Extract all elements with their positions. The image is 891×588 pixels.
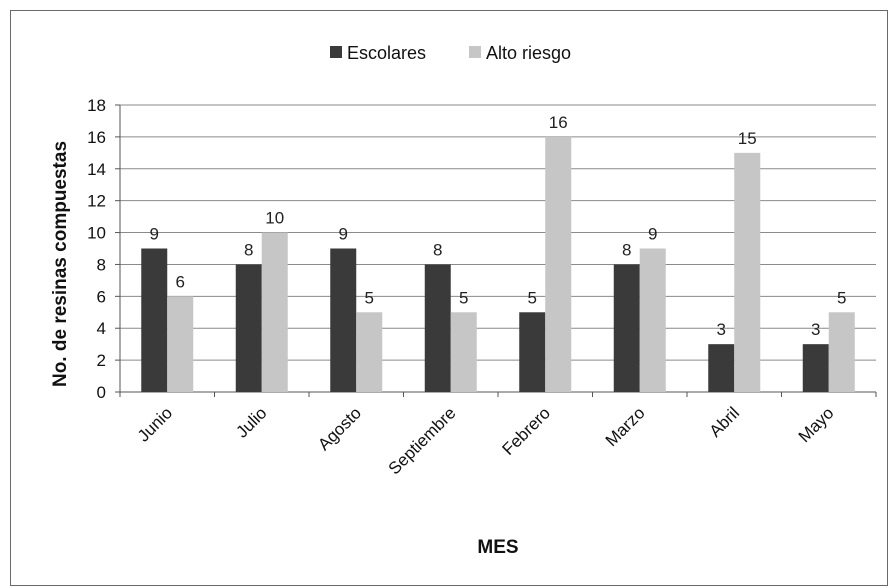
x-tick-label-julio: Julio	[232, 403, 270, 441]
y-tick-label: 4	[97, 319, 106, 338]
data-label: 3	[811, 320, 820, 339]
bar-escolares-marzo	[613, 264, 640, 392]
x-tick-label-mayo: Mayo	[795, 403, 838, 446]
bar-alto-riesgo-febrero	[545, 136, 572, 392]
y-tick-labels: 0 2 4 6 8 10 12 14 16 18	[87, 96, 106, 402]
bar-escolares-febrero	[519, 312, 546, 392]
data-label: 6	[176, 272, 185, 291]
y-tick-label: 14	[87, 160, 106, 179]
bar-escolares-mayo	[802, 344, 829, 392]
y-tick-label: 8	[97, 255, 106, 274]
x-tick-labels: Junio Julio Agosto Septiembre Febrero Marzo Ab…	[134, 403, 838, 478]
legend-swatch-alto-riesgo	[469, 46, 481, 58]
data-label: 9	[648, 225, 657, 244]
data-label: 8	[433, 240, 442, 259]
data-label: 15	[738, 129, 757, 148]
bar-alto-riesgo-marzo	[639, 248, 666, 392]
bar-escolares-julio	[235, 264, 262, 392]
data-label: 8	[244, 240, 253, 259]
bar-escolares-agosto	[330, 248, 357, 392]
data-label: 8	[622, 240, 631, 259]
data-label: 5	[365, 288, 374, 307]
y-axis-title: No. de resinas compuestas	[50, 141, 71, 387]
bar-alto-riesgo-julio	[261, 232, 288, 392]
x-axis-title: MES	[477, 537, 518, 558]
legend-label-escolares: Escolares	[347, 43, 426, 63]
data-label: 10	[265, 209, 284, 228]
y-tick-label: 16	[87, 128, 106, 147]
y-tick-label: 10	[87, 224, 106, 243]
data-label: 5	[528, 288, 537, 307]
y-tick-label: 2	[97, 351, 106, 370]
data-label: 5	[837, 288, 846, 307]
x-tick-label-junio: Junio	[134, 403, 176, 445]
bar-escolares-abril	[708, 344, 735, 392]
y-tick-label: 18	[87, 96, 106, 115]
data-label: 3	[717, 320, 726, 339]
bar-alto-riesgo-septiembre	[450, 312, 477, 392]
data-label: 5	[459, 288, 468, 307]
bar-alto-riesgo-agosto	[356, 312, 383, 392]
bar-alto-riesgo-abril	[734, 152, 761, 392]
x-tick-label-septiembre: Septiembre	[385, 403, 460, 478]
y-tick-label: 0	[97, 383, 106, 402]
bar-escolares-junio	[141, 248, 168, 392]
x-tick-label-agosto: Agosto	[314, 403, 365, 454]
data-label: 16	[549, 113, 568, 132]
bar-escolares-septiembre	[424, 264, 451, 392]
gridlines	[115, 104, 877, 397]
y-tick-label: 6	[97, 287, 106, 306]
bar-alto-riesgo-mayo	[828, 312, 855, 392]
legend-label-alto-riesgo: Alto riesgo	[486, 43, 571, 63]
x-tick-label-febrero: Febrero	[499, 403, 555, 459]
data-label: 9	[150, 225, 159, 244]
x-tick-label-marzo: Marzo	[602, 403, 649, 450]
data-label: 9	[339, 225, 348, 244]
x-tick-label-abril: Abril	[706, 403, 743, 440]
bars	[141, 136, 855, 392]
legend-swatch-escolares	[330, 46, 342, 58]
legend: Escolares Alto riesgo	[330, 43, 571, 63]
bar-alto-riesgo-junio	[167, 296, 194, 392]
y-tick-label: 12	[87, 192, 106, 211]
